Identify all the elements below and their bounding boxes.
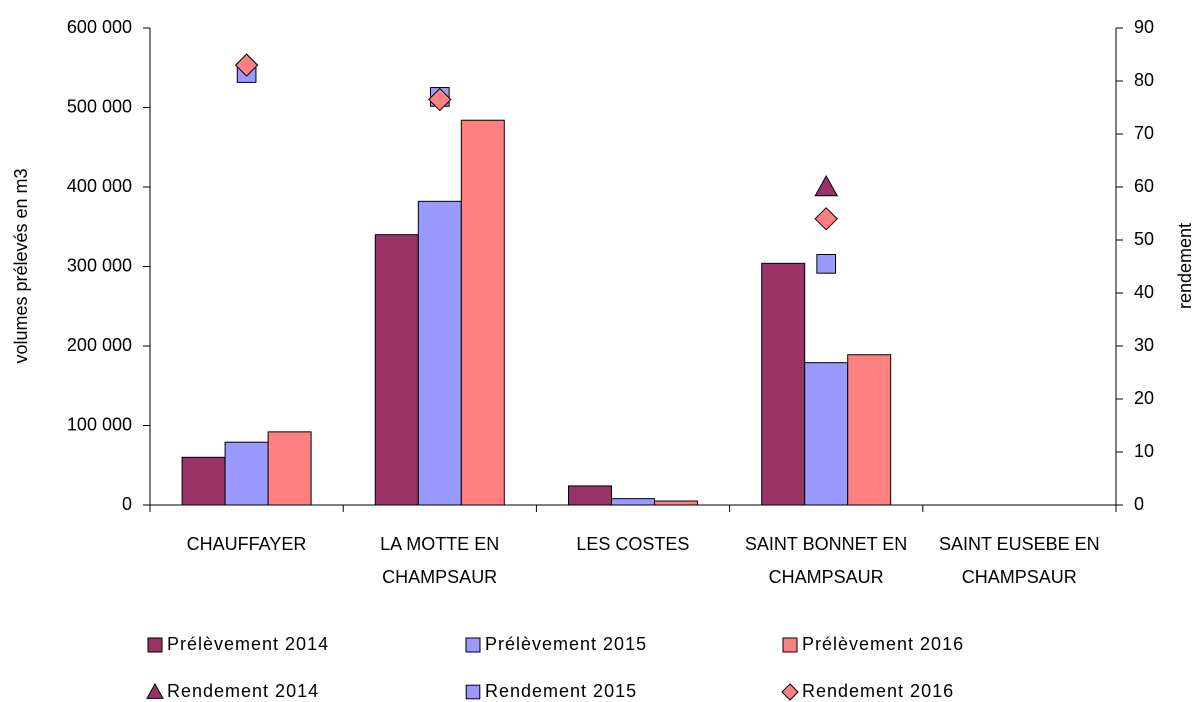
y2-tick-label: 70 (1134, 123, 1154, 143)
marker-square (465, 684, 481, 700)
marker-square (816, 254, 837, 274)
y2-tick-label: 90 (1134, 17, 1154, 37)
legend-label: Rendement 2015 (485, 681, 637, 701)
y-tick-label: 500 000 (67, 96, 132, 116)
marker-diamond (781, 683, 799, 701)
y2-tick-label: 40 (1134, 282, 1154, 302)
marker-diamond (428, 87, 452, 112)
bar (568, 485, 612, 506)
y2-tick-label: 80 (1134, 70, 1154, 90)
y-tick-label: 100 000 (67, 414, 132, 434)
bar (847, 354, 892, 506)
bar (224, 441, 269, 506)
y-tick-label: 400 000 (67, 176, 132, 196)
legend-label: Prélèvement 2016 (802, 634, 964, 654)
bar (417, 200, 462, 506)
y2-tick-label: 60 (1134, 176, 1154, 196)
x-tick-label: SAINT EUSEBE EN CHAMPSAUR (938, 534, 1100, 587)
y2-tick-label: 30 (1134, 335, 1154, 355)
y2-axis-label: rendement (1175, 223, 1195, 309)
legend-label: Rendement 2014 (167, 681, 319, 701)
marker-triangle (146, 682, 164, 699)
y2-tick-label: 0 (1134, 494, 1144, 514)
legend-label: Prélèvement 2015 (485, 634, 647, 654)
bar (267, 431, 312, 506)
marker-diamond (814, 207, 838, 231)
bar (374, 234, 419, 506)
legend-label: Rendement 2016 (802, 681, 954, 701)
bar (181, 456, 226, 506)
y2-tick-label: 10 (1134, 441, 1154, 461)
y-axis-label: volumes prélevés en m3 (11, 168, 31, 363)
bar (611, 498, 655, 506)
bar (460, 119, 505, 506)
y-tick-label: 300 000 (67, 255, 132, 275)
legend-swatch (147, 637, 163, 653)
bar (654, 500, 698, 506)
legend-label: Prélèvement 2014 (167, 634, 329, 654)
x-tick-label: SAINT BONNET EN CHAMPSAUR (744, 534, 908, 587)
bar (761, 262, 806, 506)
legend-swatch (465, 637, 481, 653)
y-tick-label: 0 (122, 494, 132, 514)
x-tick-label: LES COSTES (576, 534, 690, 554)
legend-swatch (782, 637, 798, 653)
bar (804, 362, 849, 506)
marker-diamond (234, 53, 259, 77)
marker-triangle (814, 174, 839, 197)
x-tick-label: CHAUFFAYER (186, 534, 307, 554)
y-tick-label: 200 000 (67, 335, 132, 355)
x-tick-label: LA MOTTE EN CHAMPSAUR (380, 534, 500, 587)
y-tick-label: 600 000 (67, 17, 132, 37)
y2-tick-label: 20 (1134, 388, 1154, 408)
y2-tick-label: 50 (1134, 229, 1154, 249)
